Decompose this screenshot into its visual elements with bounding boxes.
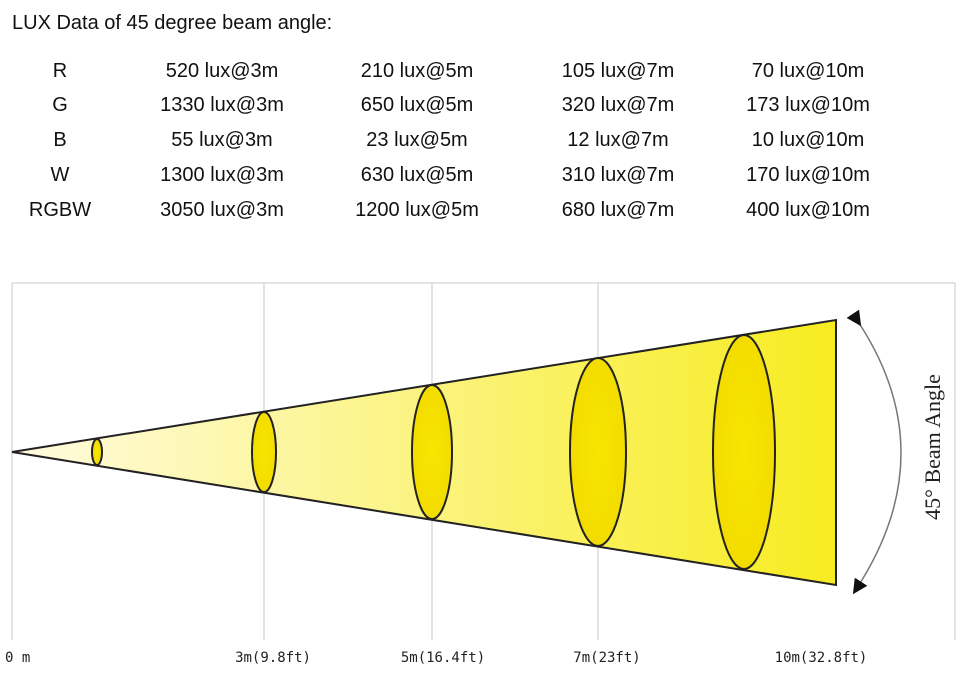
distance-label: 3m(9.8ft) bbox=[235, 650, 311, 666]
row-label: W bbox=[50, 164, 70, 186]
distance-labels: 0 m 3m(9.8ft) 5m(16.4ft) 7m(23ft) 10m(32.8ft… bbox=[5, 650, 867, 666]
lux-value: 1330 lux@3m bbox=[160, 94, 284, 116]
lux-value: 1300 lux@3m bbox=[160, 164, 284, 186]
lux-value: 680 lux@7m bbox=[561, 199, 675, 221]
lux-value: 173 lux@10m bbox=[746, 94, 870, 116]
lux-value: 3050 lux@3m bbox=[160, 199, 284, 221]
lux-value: 320 lux@7m bbox=[561, 94, 675, 116]
distance-label: 7m(23ft) bbox=[573, 650, 640, 666]
lux-value: 70 lux@10m bbox=[751, 60, 865, 82]
lux-value: 105 lux@7m bbox=[561, 60, 675, 82]
lux-value: 650 lux@5m bbox=[360, 94, 474, 116]
row-label: R bbox=[52, 60, 68, 82]
lux-value: 170 lux@10m bbox=[746, 164, 870, 186]
lux-value: 630 lux@5m bbox=[360, 164, 474, 186]
title: LUX Data of 45 degree beam angle: bbox=[12, 12, 333, 34]
lux-value: 210 lux@5m bbox=[360, 60, 474, 82]
lux-value: 55 lux@3m bbox=[171, 129, 273, 151]
angle-arrow bbox=[846, 309, 902, 595]
distance-label: 10m(32.8ft) bbox=[775, 650, 868, 666]
lux-value: 520 lux@3m bbox=[165, 60, 279, 82]
distance-label: 0 m bbox=[5, 650, 30, 666]
lux-value: 400 lux@10m bbox=[746, 199, 870, 221]
lux-value: 310 lux@7m bbox=[561, 164, 675, 186]
lux-value: 10 lux@10m bbox=[751, 129, 865, 151]
row-label: B bbox=[53, 129, 67, 151]
beam-sections bbox=[91, 334, 776, 570]
row-label: RGBW bbox=[28, 199, 92, 221]
distance-label: 5m(16.4ft) bbox=[401, 650, 485, 666]
lux-value: 1200 lux@5m bbox=[355, 199, 479, 221]
lux-value: 12 lux@7m bbox=[567, 129, 669, 151]
row-label: G bbox=[52, 94, 68, 116]
angle-label: 45° Beam Angle bbox=[920, 374, 945, 520]
lux-value: 23 lux@5m bbox=[366, 129, 468, 151]
